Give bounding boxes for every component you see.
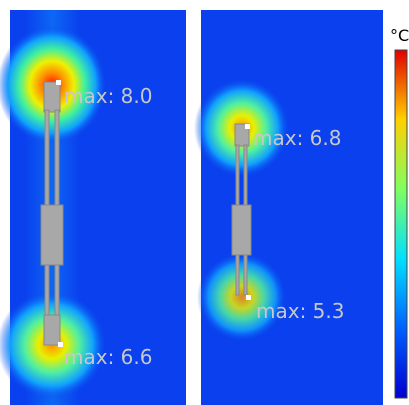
screenshot: max: 8.0 max: 6.6 max: 6.8 max: 5.3 °C (0, 0, 409, 405)
colorbar-unit: °C (390, 26, 409, 45)
panel-left: max: 8.0 max: 6.6 (0, 10, 186, 405)
annotation: max: 5.3 (256, 299, 344, 323)
annotation: max: 6.6 (64, 345, 152, 369)
annotation: max: 8.0 (64, 84, 152, 108)
panel-right: max: 6.8 max: 5.3 (194, 10, 383, 405)
colorbar: °C (390, 26, 409, 398)
annotation: max: 6.8 (253, 126, 341, 150)
